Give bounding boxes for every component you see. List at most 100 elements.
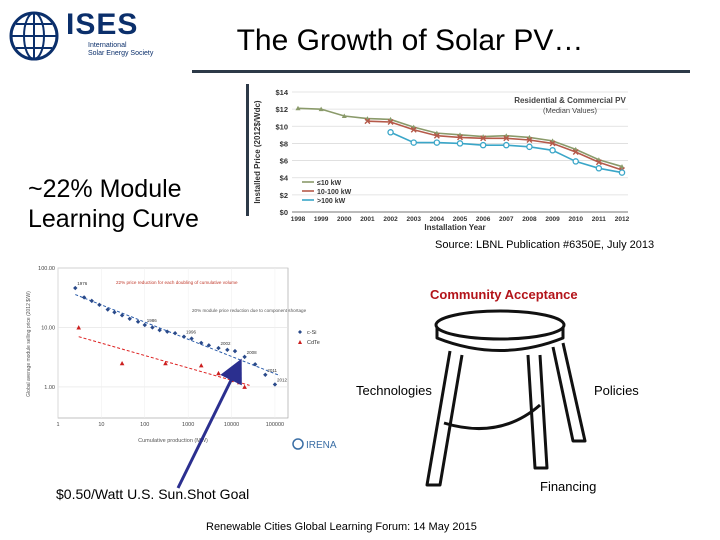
mod-point-csi [206,343,212,348]
mod-annotation-1: 22% price reduction for each doubling of… [116,280,238,285]
mod-point-csi [232,348,238,354]
price-point-large [549,147,556,154]
price-xtick-label: 2002 [383,216,398,223]
mod-point-csi [73,285,78,291]
mod-point-label: 1976 [77,281,88,286]
price-xtick-label: 1999 [314,216,329,223]
mod-xtick-label: 1 [56,422,59,428]
mod-xtick-label: 100 [140,422,149,428]
price-point-mid [480,135,487,142]
mod-legend-swatch-csi [298,330,302,334]
mod-point-csi [127,316,132,321]
mod-point-cdte [163,360,168,366]
price-legend-label: ≤10 kW [317,180,341,187]
price-point-small [619,164,625,169]
mod-point-csi [150,325,155,330]
price-xtick-label: 2000 [337,216,352,223]
mod-ylabel: Global average module selling price (201… [26,291,32,397]
stool-leg-right [551,342,587,443]
price-chart-title: Residential & Commercial PV [514,96,626,105]
stool-label-financing: Financing [540,479,597,494]
learning-curve-heading: ~22% Module Learning Curve [28,174,248,234]
mod-point-csi [189,336,194,341]
price-point-large [479,141,487,149]
price-chart-xlabel: Installation Year [424,223,485,232]
logo-subtitle-line-2: Solar Energy Society [88,50,154,57]
mod-point-label: 1996 [186,330,197,335]
logo-subtitle: International Solar Energy Society [88,42,198,58]
mod-point-csi [165,329,170,334]
price-ytick-label: $10 [275,122,288,131]
mod-xlabel: Cumulative production (MW) [138,438,208,444]
mod-point-label: 2002 [220,341,231,346]
price-xtick-label: 2004 [430,216,445,223]
stool-leg-left [425,350,464,487]
mod-point-csi [225,347,230,353]
stool-label-community-acceptance: Community Acceptance [430,287,578,302]
mod-legend-swatch-cdte [298,340,302,344]
mod-point-label: 2008 [247,350,258,355]
title-divider [192,70,690,73]
mod-xtick-label: 100000 [266,422,284,428]
mod-point-label: 2012 [277,377,288,382]
price-point-mid [572,149,579,155]
mod-ytick-label: 100.00 [38,266,55,272]
price-ytick-label: $6 [280,157,288,166]
mod-point-csi [142,322,147,328]
price-point-large [387,129,394,136]
price-legend-label: >100 kW [317,198,346,205]
mod-annotation-2: 20% module price reduction due to compon… [192,308,307,313]
mod-trend-csi [75,294,281,377]
mod-point-cdte [76,325,82,330]
price-xtick-label: 2012 [615,216,630,223]
heading-line-2: Learning Curve [28,205,199,233]
three-legged-stool-illustration [425,309,587,487]
stool-seat-top [434,309,566,341]
price-point-mid [364,118,371,125]
price-chart-ylabel: Installed Price (2012$/Wdc) [253,100,262,203]
price-ytick-label: $14 [275,88,288,97]
mod-point-csi [181,334,187,339]
price-xtick-label: 2006 [476,216,491,223]
mod-point-csi [119,313,125,318]
price-point-mid [503,135,510,142]
price-point-large [572,158,579,165]
price-point-large [618,169,626,176]
price-chart-subtitle: (Median Values) [543,106,598,115]
price-point-large [503,141,510,149]
mod-ytick-label: 1.00 [44,385,55,391]
price-xtick-label: 2003 [406,216,421,223]
mod-legend-label-cdte: CdTe [307,340,320,346]
installed-price-chart: $0 $2 $4 $6 $8 $10 $12 $14 1998 1999 2000 2001 2002… [246,84,630,232]
price-ytick-label: $4 [280,174,289,183]
mod-point-csi [252,362,258,367]
globe-icon [9,11,59,61]
price-xtick-label: 2007 [499,216,514,223]
irena-logo-text: IRENA [306,440,337,451]
logo-name: ISES [66,8,139,41]
price-point-mid [526,137,533,143]
stool-rung [443,403,541,430]
irena-logo: IRENA [292,438,337,451]
mod-point-csi [89,298,94,304]
mod-point-label: 1986 [147,318,158,323]
price-legend-label: 10-100 kW [317,189,352,196]
module-learning-curve-chart: 1.00 10.00 100.00 1 10 100 1000 10000 100000 197… [26,266,337,451]
price-point-small [341,113,347,118]
stool-seat-side [435,328,565,352]
price-point-large [595,165,603,172]
price-point-small [318,106,324,112]
price-series-line [367,120,623,171]
price-xtick-label: 2010 [568,216,583,223]
price-point-mid [410,126,417,133]
price-point-mid [433,132,440,139]
price-point-mid [595,159,602,166]
ises-logo: ISES International Solar Energy Society [8,6,188,66]
mod-point-csi [81,295,87,300]
stool-label-technologies: Technologies [356,383,432,398]
price-xtick-label: 2011 [592,216,606,223]
source-note: Source: LBNL Publication #6350E, July 20… [435,239,655,251]
mod-point-csi [112,310,117,315]
irena-logo-icon [292,438,304,450]
price-xtick-label: 2008 [522,216,537,223]
